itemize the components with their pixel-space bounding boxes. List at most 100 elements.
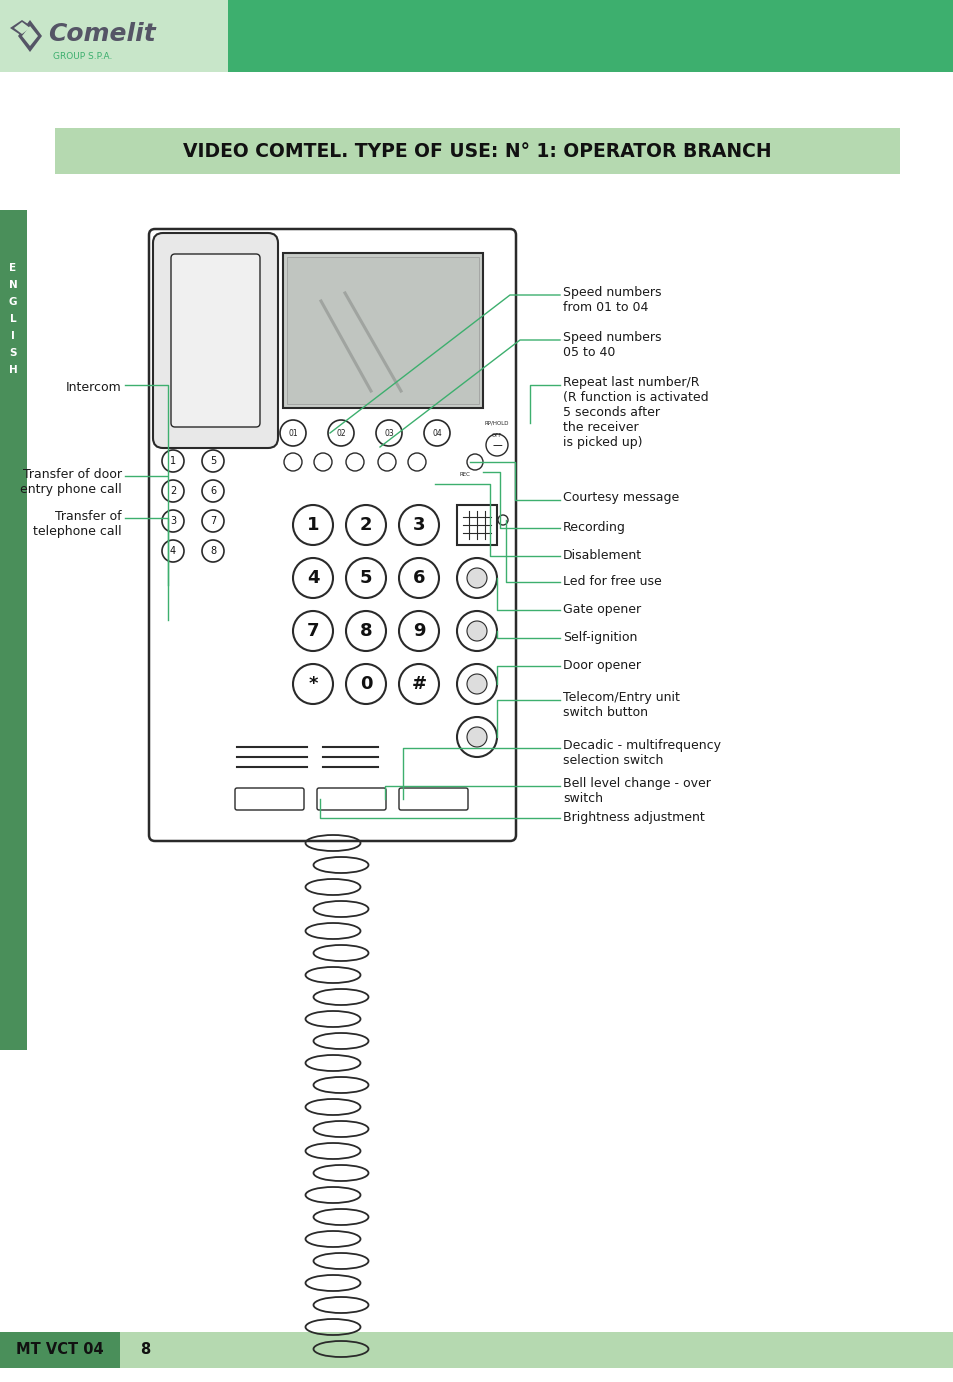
Text: 7: 7 bbox=[307, 622, 319, 640]
Circle shape bbox=[328, 420, 354, 446]
Circle shape bbox=[162, 540, 184, 562]
Text: 8: 8 bbox=[359, 622, 372, 640]
Text: #: # bbox=[411, 674, 426, 692]
Text: 2: 2 bbox=[359, 515, 372, 533]
Bar bbox=[0, 1332, 120, 1368]
Bar bbox=[287, 257, 478, 404]
Text: 4: 4 bbox=[307, 569, 319, 587]
Circle shape bbox=[398, 611, 438, 651]
Circle shape bbox=[408, 453, 426, 471]
Circle shape bbox=[314, 453, 332, 471]
Circle shape bbox=[346, 504, 386, 545]
Circle shape bbox=[293, 611, 333, 651]
Circle shape bbox=[293, 558, 333, 598]
Text: 6: 6 bbox=[413, 569, 425, 587]
Bar bbox=[283, 253, 482, 408]
Circle shape bbox=[202, 540, 224, 562]
Circle shape bbox=[162, 451, 184, 473]
Polygon shape bbox=[22, 26, 38, 46]
Circle shape bbox=[346, 558, 386, 598]
Circle shape bbox=[467, 455, 482, 470]
Text: 02: 02 bbox=[335, 428, 345, 438]
Text: Recording: Recording bbox=[562, 521, 625, 533]
Text: E: E bbox=[10, 263, 16, 274]
Circle shape bbox=[398, 504, 438, 545]
Circle shape bbox=[467, 621, 486, 641]
Circle shape bbox=[202, 451, 224, 473]
Text: N: N bbox=[9, 281, 17, 290]
Text: 8: 8 bbox=[140, 1342, 150, 1357]
Text: Brightness adjustment: Brightness adjustment bbox=[562, 811, 704, 824]
Circle shape bbox=[375, 420, 401, 446]
Text: OFF: OFF bbox=[491, 433, 501, 438]
Bar bbox=[55, 129, 899, 174]
Circle shape bbox=[456, 611, 497, 651]
Text: 9: 9 bbox=[413, 622, 425, 640]
Bar bbox=[456, 504, 497, 545]
Text: Telecom/Entry unit
switch button: Telecom/Entry unit switch button bbox=[562, 691, 679, 719]
Bar bbox=[0, 210, 27, 1050]
Text: Decadic - multifrequency
selection switch: Decadic - multifrequency selection switc… bbox=[562, 739, 720, 767]
Text: 2: 2 bbox=[170, 486, 176, 496]
Circle shape bbox=[497, 515, 507, 525]
Circle shape bbox=[162, 510, 184, 532]
Text: 3: 3 bbox=[413, 515, 425, 533]
Text: 0: 0 bbox=[359, 674, 372, 692]
Circle shape bbox=[456, 663, 497, 703]
Text: 1: 1 bbox=[307, 515, 319, 533]
Text: Repeat last number/R
(R function is activated
5 seconds after
the receiver
is pi: Repeat last number/R (R function is acti… bbox=[562, 376, 708, 449]
Text: Bell level change - over
switch: Bell level change - over switch bbox=[562, 777, 710, 804]
Text: MT VCT 04: MT VCT 04 bbox=[16, 1342, 104, 1357]
Text: Transfer of door
entry phone call: Transfer of door entry phone call bbox=[20, 468, 122, 496]
Circle shape bbox=[293, 663, 333, 703]
Text: 7: 7 bbox=[210, 515, 216, 527]
Text: G: G bbox=[9, 297, 17, 307]
Text: 5: 5 bbox=[359, 569, 372, 587]
Text: 3: 3 bbox=[170, 515, 176, 527]
Text: H: H bbox=[9, 365, 17, 375]
Text: 01: 01 bbox=[288, 428, 297, 438]
Circle shape bbox=[398, 663, 438, 703]
Text: 5: 5 bbox=[210, 456, 216, 466]
Circle shape bbox=[467, 674, 486, 694]
Text: —: — bbox=[492, 439, 501, 451]
Text: Speed numbers
05 to 40: Speed numbers 05 to 40 bbox=[562, 332, 660, 359]
Text: 04: 04 bbox=[432, 428, 441, 438]
Bar bbox=[0, 0, 228, 72]
Text: Gate opener: Gate opener bbox=[562, 603, 640, 616]
Text: L: L bbox=[10, 314, 16, 323]
FancyBboxPatch shape bbox=[152, 234, 277, 448]
Circle shape bbox=[423, 420, 450, 446]
Circle shape bbox=[346, 611, 386, 651]
Circle shape bbox=[467, 568, 486, 587]
Circle shape bbox=[398, 558, 438, 598]
Polygon shape bbox=[10, 19, 34, 36]
Text: Disablement: Disablement bbox=[562, 549, 641, 562]
FancyBboxPatch shape bbox=[316, 788, 386, 810]
Text: GROUP S.P.A.: GROUP S.P.A. bbox=[53, 51, 112, 61]
Circle shape bbox=[377, 453, 395, 471]
Text: Speed numbers
from 01 to 04: Speed numbers from 01 to 04 bbox=[562, 286, 660, 314]
Circle shape bbox=[280, 420, 306, 446]
Text: 03: 03 bbox=[384, 428, 394, 438]
Text: 4: 4 bbox=[170, 546, 176, 556]
Text: Self-ignition: Self-ignition bbox=[562, 632, 637, 644]
Circle shape bbox=[284, 453, 302, 471]
Text: S: S bbox=[10, 348, 17, 358]
Text: REC: REC bbox=[459, 471, 470, 477]
Text: 8: 8 bbox=[210, 546, 215, 556]
Text: Comelit: Comelit bbox=[48, 22, 155, 46]
Text: Led for free use: Led for free use bbox=[562, 575, 661, 587]
Text: Intercom: Intercom bbox=[66, 381, 122, 394]
Circle shape bbox=[202, 510, 224, 532]
Circle shape bbox=[485, 434, 507, 456]
Text: *: * bbox=[308, 674, 317, 692]
FancyBboxPatch shape bbox=[234, 788, 304, 810]
Text: VIDEO COMTEL. TYPE OF USE: N° 1: OPERATOR BRANCH: VIDEO COMTEL. TYPE OF USE: N° 1: OPERATO… bbox=[182, 141, 771, 160]
FancyBboxPatch shape bbox=[171, 254, 260, 427]
Text: Transfer of
telephone call: Transfer of telephone call bbox=[33, 510, 122, 538]
Text: RP/HOLD: RP/HOLD bbox=[484, 420, 509, 426]
Circle shape bbox=[162, 480, 184, 502]
Polygon shape bbox=[18, 19, 42, 53]
Text: Courtesy message: Courtesy message bbox=[562, 491, 679, 504]
